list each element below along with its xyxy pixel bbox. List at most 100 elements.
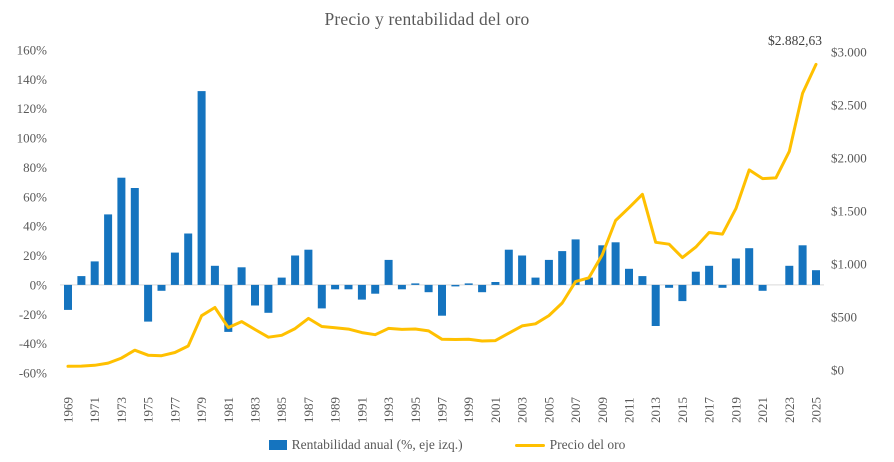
return-bar	[665, 284, 674, 288]
svg-text:$0: $0	[831, 363, 844, 378]
svg-text:2011: 2011	[622, 397, 637, 423]
return-bar	[584, 277, 593, 285]
return-bar	[144, 284, 153, 322]
chart-title: Precio y rentabilidad del oro	[324, 9, 530, 29]
x-axis-labels: 1969 1971 1973 1975 1977 1979 1981 1983 1985 1987…	[61, 397, 824, 424]
return-bar	[638, 276, 647, 285]
return-bar	[224, 284, 233, 332]
svg-text:2019: 2019	[728, 397, 743, 423]
return-bar	[90, 261, 99, 285]
return-bar	[678, 284, 687, 302]
left-axis-labels: 160% 140% 120% 100% 80% 60% 40% 20% 0% -20% -40% -6…	[17, 43, 48, 381]
legend-label-price: Precio del oro	[549, 437, 626, 452]
return-bar	[651, 284, 660, 326]
svg-text:1973: 1973	[114, 397, 129, 423]
svg-text:2015: 2015	[675, 397, 690, 423]
return-bar	[277, 277, 286, 285]
svg-text:1989: 1989	[328, 397, 343, 423]
svg-text:-40%: -40%	[19, 336, 47, 351]
return-bar	[558, 251, 567, 285]
return-bar	[611, 242, 620, 285]
chart-legend: Rentabilidad anual (%, eje izq.) Precio …	[0, 437, 894, 453]
return-bar	[785, 265, 794, 285]
return-bar	[598, 245, 607, 285]
svg-text:2025: 2025	[809, 397, 824, 423]
svg-text:140%: 140%	[17, 72, 48, 87]
svg-text:1987: 1987	[301, 397, 316, 424]
return-bar	[451, 284, 460, 287]
svg-text:$1.000: $1.000	[831, 257, 867, 272]
return-bar	[464, 283, 473, 285]
return-bar	[705, 265, 714, 285]
return-bar	[77, 276, 86, 285]
return-bar	[478, 284, 487, 293]
line-series-swatch-icon	[514, 443, 545, 447]
return-bar	[491, 282, 500, 285]
return-bar	[625, 268, 633, 285]
return-bar	[518, 255, 527, 285]
return-bar	[64, 284, 72, 310]
svg-text:-20%: -20%	[19, 307, 47, 322]
svg-text:1991: 1991	[354, 397, 369, 423]
svg-text:100%: 100%	[17, 131, 48, 146]
return-bar	[544, 259, 553, 285]
svg-text:1983: 1983	[248, 397, 263, 423]
return-bar	[424, 284, 433, 293]
return-bar	[117, 177, 126, 285]
legend-item-returns: Rentabilidad anual (%, eje izq.)	[268, 437, 463, 453]
return-bar	[317, 284, 326, 309]
svg-text:2017: 2017	[702, 397, 717, 424]
return-bar	[691, 271, 700, 285]
return-bar	[130, 188, 139, 285]
return-bar	[718, 284, 727, 288]
svg-text:2005: 2005	[541, 397, 556, 423]
gold-price-line	[66, 62, 818, 368]
svg-text:1997: 1997	[435, 397, 450, 424]
return-bar	[291, 255, 300, 285]
svg-text:1977: 1977	[167, 397, 182, 424]
return-bar	[504, 249, 513, 285]
return-bar	[237, 267, 246, 285]
return-bar	[397, 284, 406, 290]
return-bar	[438, 284, 446, 316]
return-bar	[331, 284, 340, 290]
svg-text:2001: 2001	[488, 397, 503, 423]
svg-text:20%: 20%	[23, 248, 47, 263]
return-bar	[745, 248, 754, 285]
return-bar	[104, 214, 113, 285]
return-bar	[571, 239, 580, 285]
return-bar	[357, 284, 366, 300]
svg-text:$2.000: $2.000	[831, 151, 867, 166]
return-bar	[531, 277, 540, 285]
svg-text:120%: 120%	[17, 101, 48, 116]
svg-text:1985: 1985	[274, 397, 289, 423]
svg-text:60%: 60%	[23, 189, 47, 204]
svg-text:1993: 1993	[381, 397, 396, 423]
svg-text:1981: 1981	[221, 397, 236, 423]
return-bar	[731, 258, 740, 285]
return-bar	[371, 284, 380, 294]
svg-text:2009: 2009	[595, 397, 610, 423]
return-bar	[210, 265, 219, 285]
return-bar	[384, 259, 393, 285]
return-bar	[197, 91, 206, 285]
svg-text:2007: 2007	[568, 397, 583, 424]
last-price-label: $2.882,63	[768, 33, 822, 48]
return-bar	[170, 252, 179, 285]
return-bar	[344, 284, 353, 290]
svg-text:1999: 1999	[461, 397, 476, 423]
svg-text:2021: 2021	[755, 397, 770, 423]
svg-text:$2.500: $2.500	[831, 98, 867, 113]
svg-text:1979: 1979	[194, 397, 209, 423]
svg-text:$500: $500	[831, 310, 857, 325]
svg-text:1975: 1975	[141, 397, 156, 423]
return-bar	[157, 284, 166, 291]
legend-item-price: Precio del oro	[514, 437, 626, 453]
bar-series-swatch-icon	[268, 440, 287, 450]
svg-text:2023: 2023	[782, 397, 797, 423]
return-bar	[184, 233, 193, 285]
return-bar	[251, 284, 259, 306]
returns-bar-series	[64, 91, 820, 332]
